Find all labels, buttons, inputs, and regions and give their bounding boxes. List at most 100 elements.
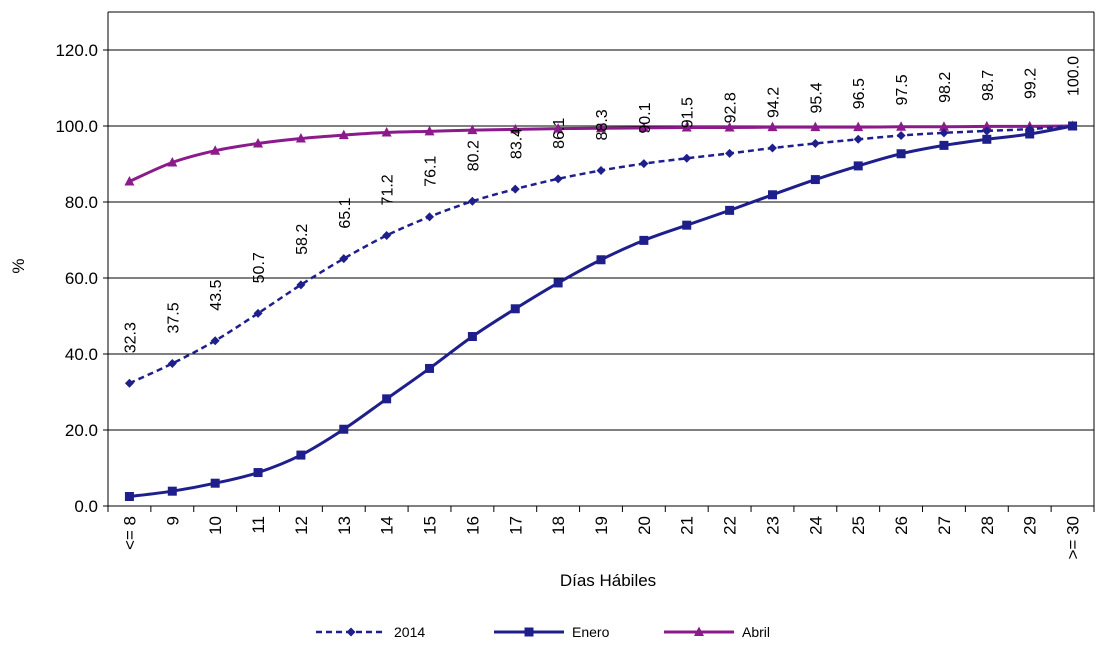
x-tick-label: 16 — [463, 516, 482, 535]
data-point-2014 — [725, 148, 735, 158]
data-point-2014 — [425, 212, 435, 222]
data-point-2014 — [167, 359, 177, 368]
data-point-abril — [253, 137, 264, 148]
data-label-2014: 71.2 — [380, 174, 397, 205]
data-point-abril — [553, 123, 564, 133]
data-label-2014: 65.1 — [337, 197, 354, 228]
x-tick-label: 27 — [935, 516, 954, 535]
data-point-2014 — [339, 254, 349, 264]
data-point-2014 — [124, 378, 134, 388]
x-tick-label: 20 — [635, 516, 654, 535]
data-point-enero — [467, 332, 477, 342]
data-point-enero — [853, 161, 863, 171]
data-label-2014: 96.5 — [851, 78, 868, 109]
data-point-abril — [124, 175, 135, 186]
data-point-abril — [724, 122, 735, 132]
data-point-abril — [596, 122, 606, 133]
data-label-2014: 90.1 — [637, 102, 654, 133]
data-point-enero — [510, 304, 520, 314]
data-point-2014 — [939, 128, 949, 138]
x-tick-label: 17 — [506, 516, 525, 535]
series-line-enero — [129, 124, 1073, 498]
x-tick-label: 9 — [163, 516, 182, 525]
x-tick-label: 29 — [1021, 516, 1040, 535]
data-point-enero — [167, 486, 177, 496]
data-point-abril — [638, 122, 649, 132]
x-tick-label: >= 30 — [1064, 516, 1083, 560]
data-point-abril — [681, 122, 692, 132]
data-point-abril — [167, 156, 178, 167]
legend-marker-2014 — [346, 627, 356, 637]
data-point-2014 — [296, 280, 306, 290]
data-point-abril — [938, 121, 949, 131]
data-point-enero — [1068, 121, 1078, 131]
data-point-enero — [210, 478, 220, 488]
data-label-2014: 100.0 — [1066, 56, 1083, 96]
x-tick-label: 22 — [721, 516, 740, 535]
label-layer: 32.3 37.5 43.5 50.7 58.2 65.1 71.2 76.1 80.2 83.4… — [122, 56, 1082, 353]
data-point-enero — [596, 255, 606, 265]
data-point-2014 — [510, 184, 520, 194]
data-label-2014: 88.3 — [594, 109, 611, 140]
y-tick-label: 40.0 — [65, 345, 98, 364]
data-label-2014: 94.2 — [765, 87, 782, 118]
data-point-enero — [296, 450, 306, 460]
data-point-2014 — [853, 134, 863, 144]
series-enero — [124, 121, 1078, 501]
legend-label-abril: Abril — [742, 624, 770, 640]
data-point-enero — [1025, 129, 1035, 139]
data-point-abril — [981, 120, 992, 131]
data-point-2014 — [553, 174, 563, 184]
data-point-2014 — [896, 131, 906, 140]
x-tick-label: 23 — [763, 516, 782, 535]
x-tick-label: 12 — [292, 516, 311, 535]
data-point-abril — [467, 124, 478, 135]
data-label-2014: 83.4 — [508, 128, 525, 159]
data-point-2014 — [810, 138, 820, 148]
data-label-2014: 98.2 — [937, 72, 954, 103]
series-2014 — [124, 121, 1078, 388]
x-tick-label: 11 — [249, 516, 268, 534]
x-tick-label: 13 — [335, 516, 354, 535]
y-tick-label: 60.0 — [65, 269, 98, 288]
legend-marker-abril — [694, 626, 704, 636]
data-point-2014 — [382, 230, 392, 240]
x-tick-label: 19 — [592, 516, 611, 535]
x-tick-label: 15 — [421, 516, 440, 535]
data-label-2014: 50.7 — [251, 252, 268, 283]
data-label-2014: 32.3 — [122, 322, 139, 353]
x-tick-label: 18 — [549, 516, 568, 535]
data-point-enero — [896, 149, 906, 159]
data-point-2014 — [596, 165, 606, 175]
data-label-2014: 37.5 — [165, 302, 182, 333]
data-label-2014: 99.2 — [1023, 68, 1040, 99]
data-point-enero — [939, 140, 949, 150]
data-point-enero — [382, 394, 392, 404]
y-axis-title: % — [9, 258, 28, 273]
series-line-2014 — [128, 124, 1073, 385]
data-point-enero — [767, 190, 777, 200]
x-tick-label: 14 — [378, 516, 397, 535]
y-tick-label: 0.0 — [74, 497, 98, 516]
data-point-enero — [682, 220, 692, 230]
data-point-enero — [124, 492, 134, 501]
data-point-abril — [853, 121, 864, 132]
x-tick-label: 28 — [978, 516, 997, 535]
legend: 2014 Enero Abril — [316, 624, 770, 640]
data-point-abril — [381, 126, 392, 137]
data-point-2014 — [467, 196, 477, 206]
data-point-abril — [767, 121, 778, 132]
legend-label-2014: 2014 — [394, 624, 425, 640]
data-point-enero — [982, 134, 992, 144]
y-tick-label: 100.0 — [55, 117, 98, 136]
x-tick-label: 26 — [892, 516, 911, 535]
data-label-2014: 86.1 — [551, 118, 568, 149]
y-tick-label: 120.0 — [55, 41, 98, 60]
data-label-2014: 80.2 — [465, 140, 482, 171]
x-tick-label: 25 — [849, 516, 868, 535]
legend-marker-enero — [524, 627, 534, 637]
data-point-2014 — [982, 126, 992, 136]
data-point-enero — [253, 468, 263, 478]
